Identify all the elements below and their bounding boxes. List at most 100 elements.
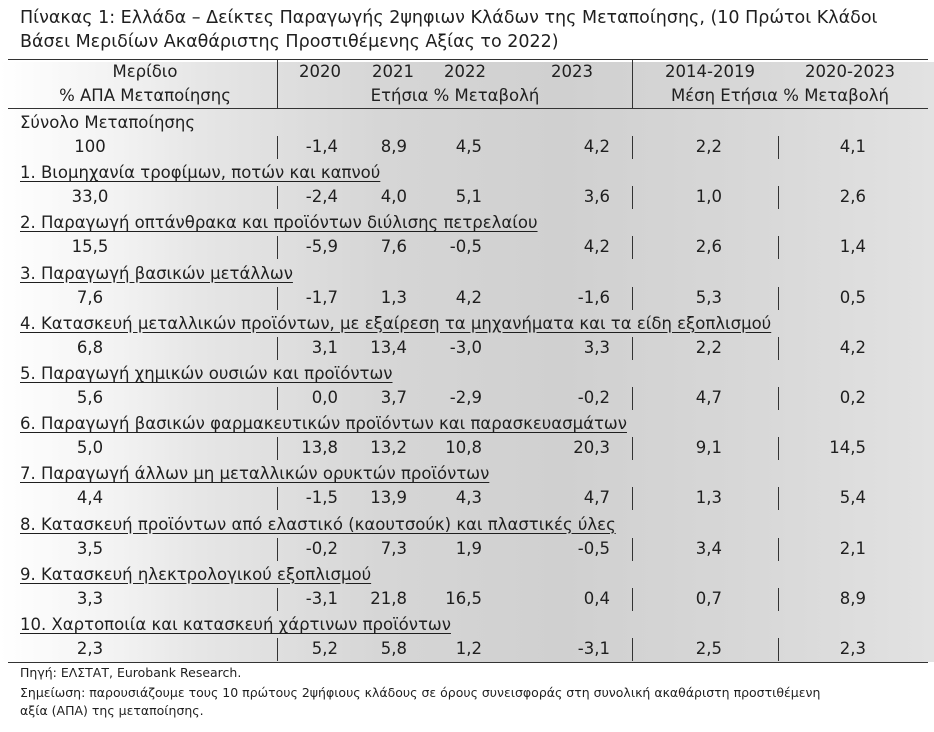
column-divider: [277, 587, 278, 611]
row-sector-label: 6. Παραγωγή βασικών φαρμακευτικών προϊόν…: [20, 414, 627, 434]
cell-2021: 8,9: [380, 137, 407, 156]
cell-2020: -3,1: [305, 588, 338, 608]
cell-share: 5,6: [76, 388, 104, 407]
column-divider: [277, 638, 278, 661]
column-divider: [778, 336, 779, 360]
cell-2014-2019: 0,7: [695, 588, 722, 608]
column-divider: [632, 537, 633, 561]
source-note: Πηγή: ΕΛΣΤΑΤ, Eurobank Research.: [20, 665, 242, 680]
cell-2022: -3,0: [449, 337, 482, 357]
cell-2022: -0,5: [449, 237, 482, 257]
header-share-line2: % ΑΠΑ Μεταποίησης: [59, 86, 231, 105]
cell-share: 33,0: [71, 187, 109, 207]
cell-2023: -1,6: [577, 287, 610, 307]
cell-2021: 7,6: [380, 237, 407, 257]
cell-2022: 10,8: [445, 438, 482, 458]
column-divider: [277, 437, 278, 461]
column-divider: [778, 638, 779, 661]
cell-2020: 5,2: [311, 639, 338, 658]
cell-2020-2023: 0,2: [839, 388, 866, 407]
cell-2022: 1,9: [455, 538, 482, 558]
column-divider: [778, 487, 779, 511]
row-sector-label: 4. Κατασκευή μεταλλικών προϊόντων, με εξ…: [20, 313, 772, 333]
cell-share: 7,6: [76, 287, 104, 307]
cell-2021: 21,8: [370, 588, 407, 608]
cell-2020-2023: 4,1: [839, 137, 866, 156]
header-top-rule: [8, 59, 928, 60]
cell-2014-2019: 1,3: [695, 488, 722, 508]
row-sector-label: 7. Παραγωγή άλλων μη μεταλλικών ορυκτών …: [20, 464, 490, 484]
header-period-2014-2019: 2014-2019: [665, 62, 755, 81]
column-divider: [778, 537, 779, 561]
column-divider: [277, 286, 278, 310]
cell-2020-2023: 2,6: [839, 187, 866, 207]
row-sector-label: 5. Παραγωγή χημικών ουσιών και προϊόντων: [20, 364, 393, 383]
cell-2023: 0,4: [583, 588, 610, 608]
footnote-line2: αξία (ΑΠΑ) της μεταποίησης.: [20, 703, 204, 718]
cell-2021: 1,3: [380, 287, 407, 307]
column-divider: [632, 587, 633, 611]
cell-share: 6,8: [76, 337, 104, 357]
cell-share: 3,3: [76, 588, 104, 608]
cell-2020: 13,8: [301, 438, 338, 458]
row-sector-label: 1. Βιομηχανία τροφίμων, ποτών και καπνού: [20, 163, 381, 183]
cell-2023: 3,6: [583, 187, 610, 207]
table-title: Πίνακας 1: Ελλάδα – Δείκτες Παραγωγής 2ψ…: [20, 8, 878, 52]
cell-2020: -0,2: [305, 538, 338, 558]
column-divider: [277, 136, 278, 159]
cell-2023: -3,1: [577, 639, 610, 658]
header-divider-1: [277, 60, 278, 108]
cell-2021: 13,9: [370, 488, 407, 508]
header-divider-2: [632, 60, 633, 108]
column-divider: [778, 136, 779, 159]
column-divider: [778, 587, 779, 611]
row-sector-label: 3. Παραγωγή βασικών μετάλλων: [20, 263, 293, 283]
cell-2020-2023: 8,9: [839, 588, 866, 608]
cell-2023: -0,2: [577, 388, 610, 407]
header-period-2020-2023: 2020-2023: [805, 62, 895, 81]
footnote-line1: Σημείωση: παρουσιάζουμε τους 10 πρώτους …: [20, 685, 821, 700]
row-sector-label: 8. Κατασκευή προϊόντων από ελαστικό (καο…: [20, 514, 616, 534]
cell-2014-2019: 2,2: [695, 137, 722, 156]
cell-2022: 16,5: [445, 588, 482, 608]
cell-2014-2019: 2,5: [695, 639, 722, 658]
background-shading: [0, 62, 934, 662]
column-divider: [632, 286, 633, 310]
cell-2020-2023: 1,4: [839, 237, 866, 257]
column-divider: [778, 186, 779, 210]
column-divider: [277, 186, 278, 210]
cell-share: 2,3: [76, 639, 104, 658]
table-bottom-rule: [8, 662, 928, 663]
cell-2021: 13,4: [370, 337, 407, 357]
cell-2020-2023: 0,5: [839, 287, 866, 307]
row-sector-label: 9. Κατασκευή ηλεκτρολογικού εξοπλισμού: [20, 564, 372, 584]
cell-2021: 3,7: [380, 388, 407, 407]
cell-2022: -2,9: [449, 388, 482, 407]
header-bottom-rule: [8, 108, 928, 109]
header-avg-annual-change: Μέση Ετήσια % Μεταβολή: [670, 86, 890, 105]
cell-2014-2019: 2,6: [695, 237, 722, 257]
cell-2014-2019: 3,4: [695, 538, 722, 558]
column-divider: [632, 638, 633, 661]
cell-2020: -1,7: [305, 287, 338, 307]
column-divider: [778, 236, 779, 260]
cell-share: 5,0: [76, 438, 104, 458]
column-divider: [632, 336, 633, 360]
cell-2020-2023: 2,1: [839, 538, 866, 558]
cell-2023: -0,5: [577, 538, 610, 558]
column-divider: [277, 336, 278, 360]
cell-2020-2023: 4,2: [839, 337, 866, 357]
column-divider: [277, 236, 278, 260]
cell-2022: 4,3: [455, 488, 482, 508]
header-share-line1: Μερίδιο: [112, 62, 178, 81]
cell-2022: 4,5: [455, 137, 482, 156]
cell-2021: 4,0: [380, 187, 407, 207]
cell-2021: 7,3: [380, 538, 407, 558]
column-divider: [277, 387, 278, 410]
cell-2023: 4,2: [583, 237, 610, 257]
cell-2020: 0,0: [311, 388, 338, 407]
cell-2023: 4,7: [583, 488, 610, 508]
header-year-2020: 2020: [299, 62, 341, 81]
cell-2020: 3,1: [311, 337, 338, 357]
